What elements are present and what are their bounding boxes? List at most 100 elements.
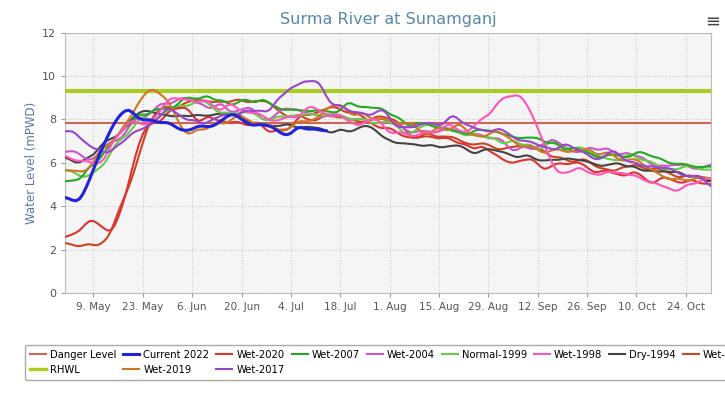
Line: Dry-1994: Dry-1994 [65,111,710,181]
Wet-2019 [703,175,711,180]
Wet-1998 [311,106,320,111]
Dry-1994 [68,158,77,163]
Wet-1988 [695,176,704,181]
Wet-2020 [699,181,708,186]
Wet-1988 [68,242,77,247]
Wet-2020 [280,127,289,132]
Line: Wet-1988: Wet-1988 [65,100,710,246]
Wet-2007 [360,105,369,109]
Dry-1994 [315,126,323,131]
Wet-2007 [315,108,323,113]
Wet-2020 [692,179,701,184]
Wet-2007 [699,164,708,169]
Wet-2019 [149,88,158,92]
Wet-2004 [695,166,704,171]
Normal-1999 [61,168,70,173]
Wet-2007 [692,164,701,169]
Current 2022 [311,127,320,132]
Current 2022 [280,132,289,137]
Current 2022 [68,198,77,203]
Wet-2004 [315,114,323,118]
Line: Current 2022: Current 2022 [65,110,326,201]
Dry-1994 [283,122,291,127]
Wet-2020 [68,232,77,237]
Wet-2007 [68,178,77,183]
Wet-2017 [68,129,77,134]
Wet-2004 [283,106,291,111]
Normal-1999 [703,167,711,172]
Normal-1999 [78,174,87,179]
Wet-2007 [283,107,291,112]
Wet-2019 [360,112,369,117]
Wet-2020 [360,116,369,121]
Wet-2020 [311,111,320,116]
Wet-2004 [706,162,715,167]
Wet-1988 [318,114,327,119]
Dry-1994 [142,108,151,113]
Wet-2007 [61,179,70,184]
Legend: Danger Level, RHWL, Current 2022, Wet-2019, Wet-2020, Wet-2017, Wet-2007, Wet-20: Danger Level, RHWL, Current 2022, Wet-20… [25,345,725,380]
Wet-1998 [357,122,366,127]
Wet-1998 [280,116,289,120]
Wet-2004 [61,149,70,154]
Wet-2017 [706,184,715,188]
Wet-2020 [706,182,715,186]
Line: Wet-2007: Wet-2007 [65,96,710,181]
Wet-1988 [233,97,242,102]
Wet-1988 [703,177,711,182]
Normal-1999 [199,99,207,104]
Normal-1999 [68,169,77,174]
Wet-1988 [364,119,373,124]
Text: ≡: ≡ [705,12,720,30]
Normal-1999 [706,167,715,172]
Normal-1999 [286,113,295,118]
Wet-2017 [61,129,70,134]
Wet-1998 [703,176,711,181]
Wet-2017 [692,173,701,178]
Wet-2019 [682,178,690,183]
Wet-1988 [75,244,83,249]
Wet-1998 [513,93,521,98]
Line: Wet-1998: Wet-1998 [65,95,710,191]
Line: Wet-2017: Wet-2017 [65,81,710,186]
Wet-2019 [315,114,323,118]
Wet-2007 [706,164,715,169]
Wet-2007 [202,94,211,99]
Wet-2020 [329,105,338,109]
Wet-1988 [706,177,715,182]
Normal-1999 [318,113,327,118]
Dry-1994 [360,123,369,128]
Dry-1994 [706,179,715,184]
Wet-2004 [181,96,189,101]
Wet-2017 [280,92,289,96]
Normal-1999 [695,166,704,171]
Normal-1999 [364,119,373,124]
Wet-2019 [283,127,291,132]
Wet-2017 [307,79,316,83]
Wet-2019 [695,175,704,179]
Wet-2017 [699,177,708,182]
Line: Wet-2004: Wet-2004 [65,98,710,169]
Wet-2019 [61,168,70,173]
Dry-1994 [699,177,708,182]
Wet-2017 [315,81,323,86]
Wet-2020 [61,234,70,239]
Wet-2004 [692,166,701,171]
Wet-1998 [695,179,704,184]
Wet-2019 [706,176,715,181]
Y-axis label: Water Level (mPWD): Water Level (mPWD) [25,102,38,224]
Wet-1988 [61,241,70,246]
Wet-1998 [671,188,679,193]
Line: Wet-2019: Wet-2019 [65,90,710,180]
Title: Surma River at Sunamganj: Surma River at Sunamganj [280,12,496,27]
Dry-1994 [692,173,701,178]
Line: Wet-2020: Wet-2020 [65,107,710,237]
Wet-1998 [68,157,77,162]
Line: Normal-1999: Normal-1999 [65,101,710,177]
Wet-1998 [706,176,715,181]
Current 2022 [61,195,70,200]
Wet-1988 [286,114,295,119]
Wet-2004 [703,164,711,168]
Wet-2004 [68,149,77,153]
Wet-2017 [360,112,369,116]
